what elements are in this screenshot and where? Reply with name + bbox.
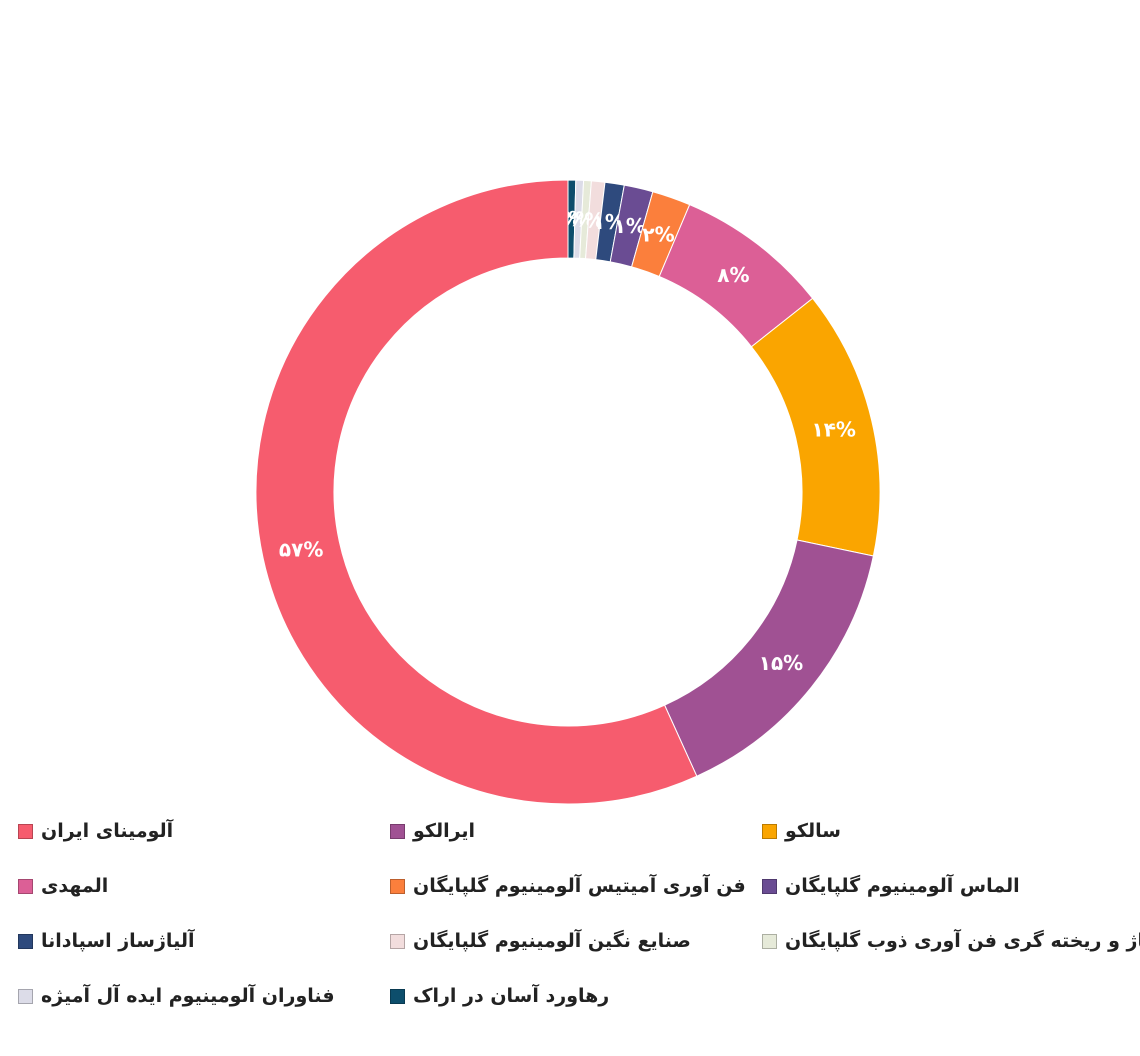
legend-swatch bbox=[18, 933, 33, 949]
slice-data-label: ۱۵% bbox=[759, 651, 803, 675]
legend-label: صنایع نگین آلومینیوم گلپایگان bbox=[413, 930, 691, 952]
legend-item: المهدی bbox=[18, 872, 108, 900]
legend-label: فن آوری آمیتیس آلومینیوم گلپایگان bbox=[413, 875, 746, 897]
donut-slice bbox=[255, 179, 698, 805]
legend-label: الماس آلومینیوم گلپایگان bbox=[785, 875, 1020, 897]
legend-item: فناوران آلومینیوم ایده آل آمیژه bbox=[18, 982, 335, 1010]
legend-item: رهاورد آسان در اراک bbox=[390, 982, 609, 1010]
legend-item: صنایع نگین آلومینیوم گلپایگان bbox=[390, 927, 691, 955]
legend-label: آلیاژ و ریخته گری فن آوری ذوب گلپایگان bbox=[785, 930, 1140, 952]
legend-item: الماس آلومینیوم گلپایگان bbox=[762, 872, 1020, 900]
donut-chart: %%%%۱%۱%۲%۸%۱۴%۱۵%۵۷% bbox=[255, 179, 881, 805]
slice-data-label: ۸% bbox=[717, 263, 749, 287]
legend-swatch bbox=[18, 823, 33, 839]
legend-item: ایرالکو bbox=[390, 817, 475, 845]
legend-swatch bbox=[762, 823, 777, 839]
legend-label: رهاورد آسان در اراک bbox=[413, 985, 610, 1007]
legend-swatch bbox=[762, 933, 777, 949]
legend-item: سالکو bbox=[762, 817, 841, 845]
slice-data-label: ۲% bbox=[642, 222, 674, 246]
slice-data-label: ۵۷% bbox=[279, 538, 323, 562]
legend-label: سالکو bbox=[785, 820, 841, 842]
legend-swatch bbox=[18, 988, 33, 1004]
legend-item: آلیاژساز اسپادانا bbox=[18, 927, 194, 955]
slice-data-label: ۱۴% bbox=[811, 417, 855, 441]
legend-swatch bbox=[390, 823, 405, 839]
legend-swatch bbox=[18, 878, 33, 894]
legend-label: فناوران آلومینیوم ایده آل آمیژه bbox=[41, 985, 335, 1007]
legend-swatch bbox=[390, 878, 405, 894]
legend-item: فن آوری آمیتیس آلومینیوم گلپایگان bbox=[390, 872, 746, 900]
legend-swatch bbox=[390, 933, 405, 949]
legend-label: المهدی bbox=[41, 875, 109, 897]
legend-swatch bbox=[390, 988, 405, 1004]
legend-item: آلیاژ و ریخته گری فن آوری ذوب گلپایگان bbox=[762, 927, 1140, 955]
legend: آلومینای ایران ایرالکو سالکو المهدی فن آوری … bbox=[0, 815, 1140, 1045]
legend-swatch bbox=[762, 878, 777, 894]
legend-label: ایرالکو bbox=[413, 820, 476, 842]
legend-label: آلومینای ایران bbox=[41, 820, 174, 842]
legend-label: آلیاژساز اسپادانا bbox=[41, 930, 195, 952]
legend-item: آلومینای ایران bbox=[18, 817, 173, 845]
